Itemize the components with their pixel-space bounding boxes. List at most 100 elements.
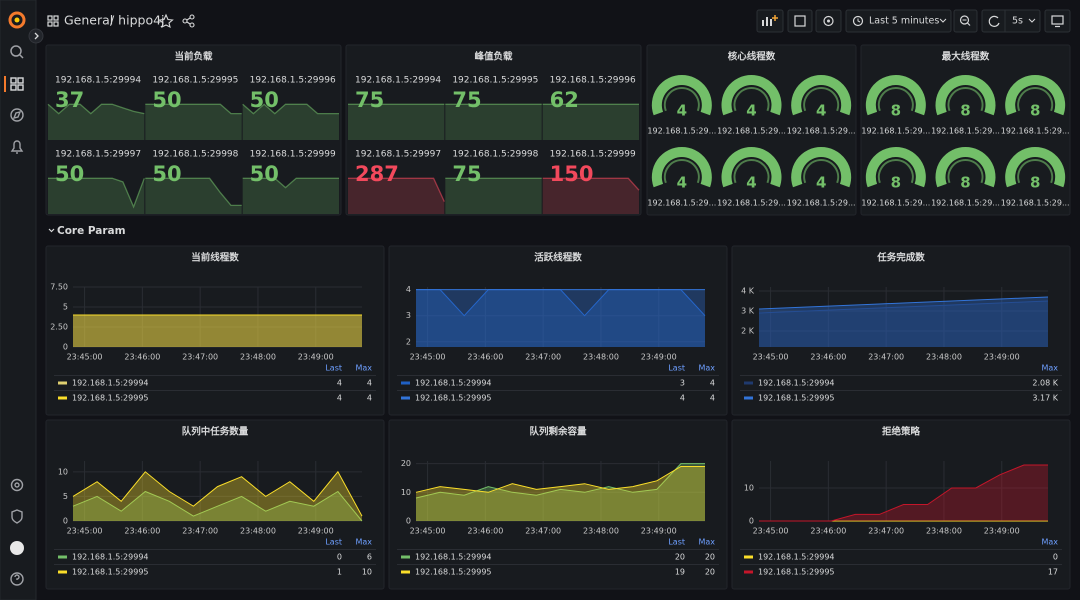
legend-swatch bbox=[401, 570, 410, 574]
series-area bbox=[759, 301, 1048, 347]
help-icon[interactable] bbox=[10, 572, 24, 586]
zoom-out-button[interactable] bbox=[953, 9, 978, 33]
stat-label: 192.168.1.5:29997 bbox=[55, 150, 141, 160]
y-tick-label: 2 K bbox=[741, 327, 755, 336]
legend-value: 3 bbox=[680, 379, 685, 388]
settings-icon[interactable] bbox=[10, 478, 24, 492]
x-tick-label: 23:47:00 bbox=[525, 353, 561, 362]
stat-value: 62 bbox=[550, 88, 579, 112]
legend-swatch bbox=[744, 555, 753, 559]
gauge-label: 192.168.1.5:29... bbox=[647, 199, 716, 208]
panel bbox=[45, 245, 385, 416]
panel bbox=[388, 419, 728, 590]
gauge-label: 192.168.1.5:29... bbox=[717, 127, 786, 136]
x-tick-label: 23:48:00 bbox=[583, 353, 619, 362]
gauge-value: 4 bbox=[816, 174, 826, 192]
gauge-label: 192.168.1.5:29... bbox=[717, 199, 786, 208]
refresh-button[interactable] bbox=[981, 9, 1041, 33]
gauge-threshold bbox=[877, 87, 914, 112]
search-icon[interactable] bbox=[10, 45, 24, 59]
legend-swatch bbox=[401, 381, 410, 385]
grafana-logo[interactable] bbox=[8, 11, 26, 29]
stat-value: 75 bbox=[452, 162, 481, 186]
add-panel-button[interactable] bbox=[756, 9, 784, 33]
panel-title: 最大线程数 bbox=[942, 51, 990, 63]
legend-name: 192.168.1.5:29995 bbox=[72, 394, 149, 403]
dashboard-title[interactable]: / hippo4j bbox=[110, 13, 165, 28]
row-collapse-icon[interactable] bbox=[48, 228, 55, 233]
x-tick-label: 23:48:00 bbox=[240, 353, 276, 362]
sparkline bbox=[242, 103, 339, 115]
stat-value: 50 bbox=[250, 162, 279, 186]
x-tick-label: 23:49:00 bbox=[298, 527, 334, 536]
series-line bbox=[758, 296, 1049, 310]
time-picker[interactable] bbox=[845, 9, 952, 33]
explore-icon[interactable] bbox=[10, 108, 24, 122]
legend-swatch bbox=[744, 396, 753, 400]
gauge-value: 8 bbox=[1030, 102, 1040, 120]
sparkline bbox=[145, 103, 242, 115]
gauge-arc bbox=[865, 147, 926, 188]
legend-header: Max bbox=[355, 364, 372, 373]
series-line bbox=[72, 490, 363, 522]
gauge-arc bbox=[651, 147, 712, 188]
legend-header: Max bbox=[698, 364, 715, 373]
y-tick-label: 0 bbox=[749, 517, 754, 526]
x-tick-label: 23:46:00 bbox=[467, 527, 503, 536]
stat-label: 192.168.1.5:29994 bbox=[55, 76, 141, 86]
gauge-value: 8 bbox=[1030, 174, 1040, 192]
settings-button[interactable] bbox=[815, 9, 842, 33]
refresh-interval[interactable]: 5s bbox=[1012, 16, 1023, 27]
alerting-icon[interactable] bbox=[10, 140, 24, 154]
time-range[interactable]: Last 5 minutes bbox=[869, 16, 939, 27]
breadcrumb-icon bbox=[47, 15, 59, 27]
breadcrumb-folder[interactable]: General bbox=[64, 13, 113, 28]
gauge-threshold bbox=[1017, 87, 1054, 112]
legend-header: Max bbox=[1041, 538, 1058, 547]
gauge-label: 192.168.1.5:29... bbox=[1001, 127, 1070, 136]
panel-title: 队列中任务数量 bbox=[182, 426, 249, 438]
y-tick-label: 10 bbox=[401, 488, 411, 497]
save-button[interactable] bbox=[787, 9, 813, 33]
shield-icon[interactable] bbox=[11, 509, 23, 524]
panel bbox=[388, 245, 728, 416]
gauge-arc bbox=[791, 147, 852, 188]
row-title[interactable]: Core Param bbox=[57, 225, 126, 237]
star-button[interactable] bbox=[158, 13, 174, 29]
dashboards-icon[interactable] bbox=[10, 77, 24, 91]
stat-value: 50 bbox=[152, 88, 181, 112]
gauge-threshold bbox=[733, 87, 770, 112]
panel bbox=[345, 44, 642, 216]
legend-name: 192.168.1.5:29995 bbox=[415, 568, 492, 577]
expand-menu-button[interactable] bbox=[28, 28, 44, 44]
x-tick-label: 23:46:00 bbox=[467, 353, 503, 362]
gauge-label: 192.168.1.5:29... bbox=[647, 127, 716, 136]
stat-value: 37 bbox=[55, 88, 84, 112]
gauge-arc bbox=[935, 75, 996, 116]
sparkline-area bbox=[348, 104, 445, 140]
user-avatar[interactable] bbox=[10, 541, 24, 555]
gauge-value: 4 bbox=[746, 174, 756, 192]
gauge-threshold bbox=[733, 159, 770, 184]
tv-mode-button[interactable] bbox=[1044, 9, 1071, 33]
legend-value: 0 bbox=[1053, 553, 1058, 562]
stat-value: 150 bbox=[550, 162, 594, 186]
gauge-arc bbox=[651, 75, 712, 116]
stat-label: 192.168.1.5:29995 bbox=[152, 76, 238, 86]
legend-name: 192.168.1.5:29995 bbox=[415, 394, 492, 403]
legend-header: Max bbox=[355, 538, 372, 547]
panel-title: 活跃线程数 bbox=[534, 252, 582, 264]
gauge-threshold bbox=[877, 159, 914, 184]
panel bbox=[731, 419, 1071, 590]
x-tick-label: 23:49:00 bbox=[984, 353, 1020, 362]
stat-label: 192.168.1.5:29998 bbox=[152, 150, 238, 160]
series-area bbox=[73, 315, 362, 347]
gauge-value: 8 bbox=[891, 174, 901, 192]
legend-name: 192.168.1.5:29995 bbox=[72, 568, 149, 577]
legend-header: Last bbox=[325, 538, 342, 547]
legend-header: Max bbox=[1041, 364, 1058, 373]
stat-value: 50 bbox=[250, 88, 279, 112]
x-tick-label: 23:46:00 bbox=[810, 353, 846, 362]
share-button[interactable] bbox=[182, 14, 195, 28]
